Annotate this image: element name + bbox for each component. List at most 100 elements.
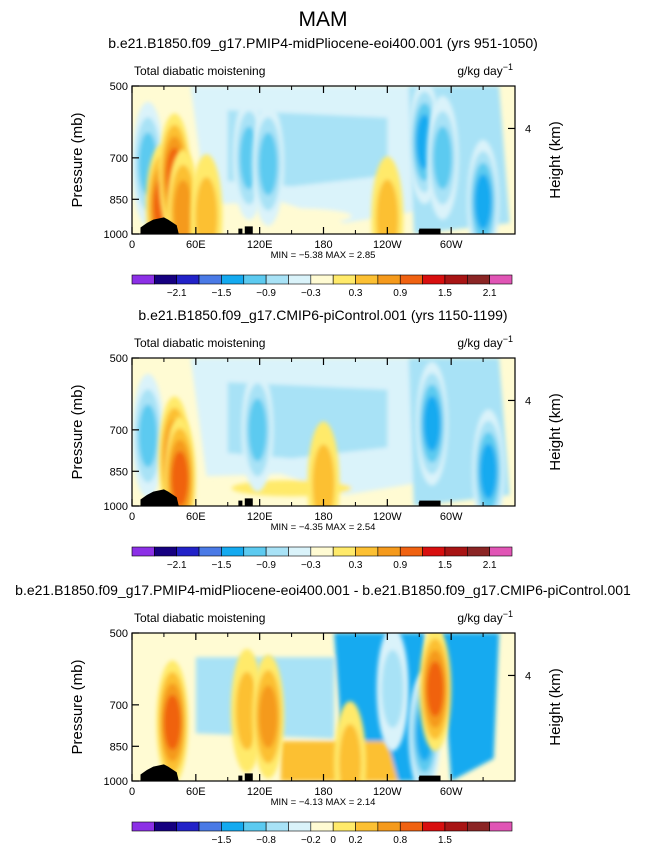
- colorbar-swatch: [131, 821, 155, 832]
- x-tick-label: 60W: [440, 239, 463, 251]
- y-tick-label: 850: [110, 741, 128, 753]
- y2-axis-label: Height (km): [547, 121, 564, 199]
- colorbar-label: 1.5: [438, 288, 452, 299]
- colorbar-label: 1.5: [438, 835, 452, 846]
- colorbar-label: 0.3: [349, 560, 363, 571]
- colorbar-swatch: [466, 274, 490, 285]
- colorbar-label: −0.9: [256, 288, 276, 299]
- colorbar-swatch: [243, 546, 267, 557]
- colorbar-swatch: [221, 546, 245, 557]
- x-tick-label: 0: [129, 786, 135, 798]
- colorbar-swatch: [422, 274, 446, 285]
- colorbar-swatch: [377, 821, 401, 832]
- contour-feature: [163, 416, 196, 506]
- colorbar-label: 0.3: [349, 288, 363, 299]
- colorbar-label: −0.2: [301, 835, 321, 846]
- colorbar-swatch: [355, 821, 379, 832]
- panel-title: b.e21.B1850.f09_g17.PMIP4-midPliocene-eo…: [15, 582, 631, 598]
- y-axis-label: Pressure (mb): [69, 659, 86, 754]
- x-tick-label: 60E: [186, 786, 206, 798]
- colorbar-label: −1.5: [212, 560, 232, 571]
- colorbar-swatch: [154, 274, 178, 285]
- y-tick-label: 700: [110, 425, 128, 437]
- y2-tick-label: 4: [525, 395, 531, 407]
- colorbar: −1.5 −0.8 −0.2 0 0.2 0.8 1.5: [131, 821, 513, 846]
- colorbar-swatch: [489, 546, 513, 557]
- colorbar-swatch: [288, 274, 312, 285]
- colorbar-label: 0.8: [393, 835, 407, 846]
- contour-feature: [334, 701, 367, 781]
- colorbar-label: −0.3: [301, 560, 321, 571]
- colorbar-label: −1.5: [212, 288, 232, 299]
- y2-axis-label: Height (km): [547, 393, 564, 471]
- panel-3: b.e21.B1850.f09_g17.PMIP4-midPliocene-eo…: [15, 582, 631, 846]
- colorbar-swatch: [399, 821, 423, 832]
- colorbar-swatch: [422, 546, 446, 557]
- panel-variable-label: Total diabatic moistening: [134, 64, 265, 78]
- colorbar-swatch: [377, 274, 401, 285]
- colorbar: −2.1 −1.5 −0.9 −0.3 0.3 0.9 1.5 2.1: [131, 546, 513, 571]
- y-tick-label: 1000: [104, 229, 128, 241]
- y-tick-label: 700: [110, 700, 128, 712]
- colorbar-swatch: [332, 274, 356, 285]
- colorbar-swatch: [131, 274, 155, 285]
- panel-units-label: g/kg day−1: [457, 334, 513, 350]
- colorbar-swatch: [310, 546, 334, 557]
- x-tick-label: 0: [129, 511, 135, 523]
- min-max-label: MIN = −4.35 MAX = 2.54: [271, 522, 376, 533]
- x-tick-label: 180: [314, 786, 332, 798]
- contour-field: [132, 86, 515, 234]
- x-tick-label: 0: [129, 239, 135, 251]
- colorbar-swatch: [355, 274, 379, 285]
- y-tick-label: 850: [110, 194, 128, 206]
- colorbar-swatch: [221, 274, 245, 285]
- colorbar-swatch: [198, 821, 222, 832]
- colorbar-swatch: [310, 821, 334, 832]
- y-axis-label: Pressure (mb): [69, 112, 86, 207]
- colorbar-swatch: [198, 274, 222, 285]
- colorbar-swatch: [288, 546, 312, 557]
- x-tick-label: 60W: [440, 511, 463, 523]
- y-tick-label: 500: [110, 81, 128, 93]
- colorbar-swatch: [265, 274, 289, 285]
- colorbar-label: 2.1: [483, 560, 497, 571]
- contour-feature: [416, 361, 449, 486]
- y-tick-label: 1000: [104, 776, 128, 788]
- colorbar-swatch: [399, 274, 423, 285]
- colorbar-swatch: [466, 546, 490, 557]
- colorbar-swatch: [221, 821, 245, 832]
- topography-mask: [140, 217, 441, 234]
- contour-feature: [419, 633, 452, 752]
- colorbar-swatch: [422, 821, 446, 832]
- topography-mask: [140, 489, 441, 506]
- colorbar-swatch: [288, 821, 312, 832]
- x-tick-label: 120W: [373, 511, 402, 523]
- colorbar-swatch: [466, 821, 490, 832]
- colorbar-swatch: [176, 821, 200, 832]
- colorbar-swatch: [176, 546, 200, 557]
- x-tick-label: 60W: [440, 786, 463, 798]
- colorbar-label: −0.9: [256, 560, 276, 571]
- min-max-label: MIN = −5.38 MAX = 2.85: [271, 250, 376, 261]
- colorbar-swatch: [265, 546, 289, 557]
- figure-suptitle: MAM: [299, 8, 348, 31]
- colorbar-swatch: [265, 821, 289, 832]
- colorbar-label: 0.2: [349, 835, 363, 846]
- colorbar-swatch: [176, 274, 200, 285]
- colorbar-swatch: [243, 274, 267, 285]
- colorbar-swatch: [489, 274, 513, 285]
- contour-feature: [252, 101, 285, 226]
- y2-axis-label: Height (km): [547, 668, 564, 746]
- contour-feature: [426, 95, 459, 220]
- contour-feature: [472, 409, 505, 506]
- x-tick-label: 60E: [186, 511, 206, 523]
- colorbar-swatch: [154, 546, 178, 557]
- x-tick-label: 120E: [247, 786, 273, 798]
- topography-mask: [140, 764, 441, 781]
- contour-field: [132, 633, 515, 781]
- panel-units-label: g/kg day−1: [457, 609, 513, 625]
- colorbar-label: −0.8: [256, 835, 276, 846]
- x-tick-label: 120E: [247, 239, 273, 251]
- x-axis: 0 60E 120E 180 120W 60W: [129, 633, 484, 798]
